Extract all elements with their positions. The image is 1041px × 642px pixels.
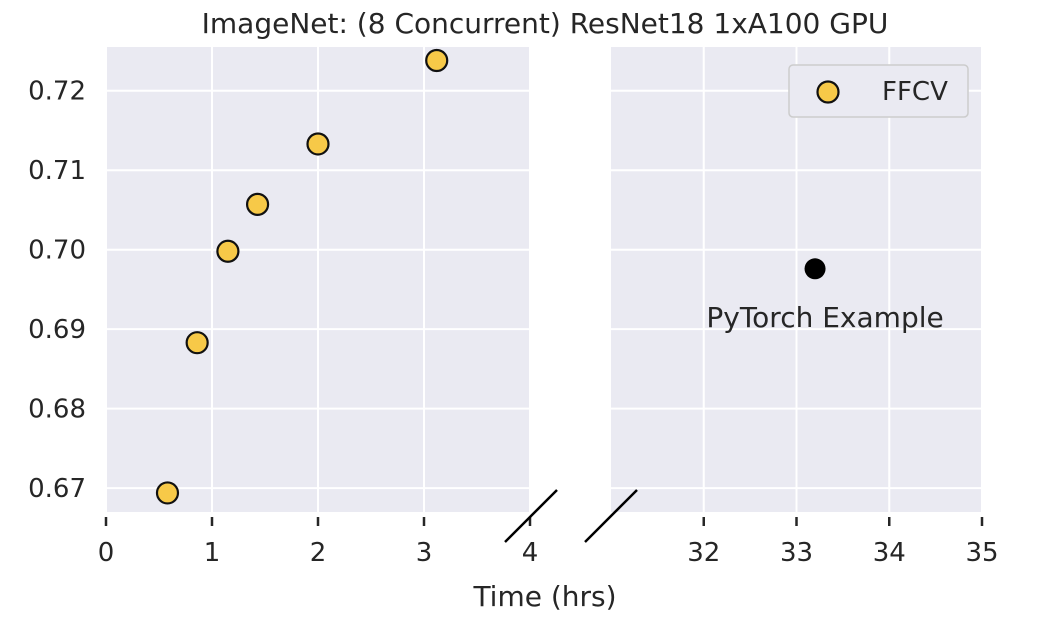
y-tick-label: 0.70 <box>28 236 86 266</box>
legend-box <box>788 64 969 118</box>
ffcv-point-5 <box>306 132 330 156</box>
x-tick-label: 34 <box>873 538 906 568</box>
y-tick-label: 0.67 <box>28 474 86 504</box>
x-tick-label: 2 <box>310 538 327 568</box>
y-tick-label: 0.69 <box>28 315 86 345</box>
ffcv-point-3 <box>216 239 240 263</box>
x-tick-label: 32 <box>687 538 720 568</box>
legend-marker-ffcv <box>816 80 840 104</box>
chart-title: ImageNet: (8 Concurrent) ResNet18 1xA100… <box>202 7 889 40</box>
axis-break-mark-left <box>504 489 558 543</box>
ffcv-point-6 <box>425 48 449 73</box>
x-axis-label: Time (hrs) <box>472 580 616 613</box>
pytorch-example-annotation: PyTorch Example <box>706 301 943 334</box>
pytorch-example-point-1 <box>804 258 826 280</box>
x-tick-label: 0 <box>98 538 115 568</box>
ffcv-point-1 <box>155 481 180 505</box>
x-tick-label: 4 <box>522 538 539 568</box>
x-tick-label: 33 <box>780 538 813 568</box>
legend-label-ffcv: FFCV <box>882 77 948 107</box>
x-tick-label: 1 <box>204 538 221 568</box>
y-tick-label: 0.71 <box>28 156 86 186</box>
axis-break-mark-right <box>584 489 638 543</box>
x-tick-label: 35 <box>965 538 998 568</box>
ffcv-point-4 <box>245 192 270 216</box>
y-tick-label: 0.72 <box>28 77 86 107</box>
y-tick-label: 0.68 <box>28 395 86 425</box>
ffcv-point-2 <box>185 331 209 355</box>
x-tick-label: 3 <box>416 538 433 568</box>
